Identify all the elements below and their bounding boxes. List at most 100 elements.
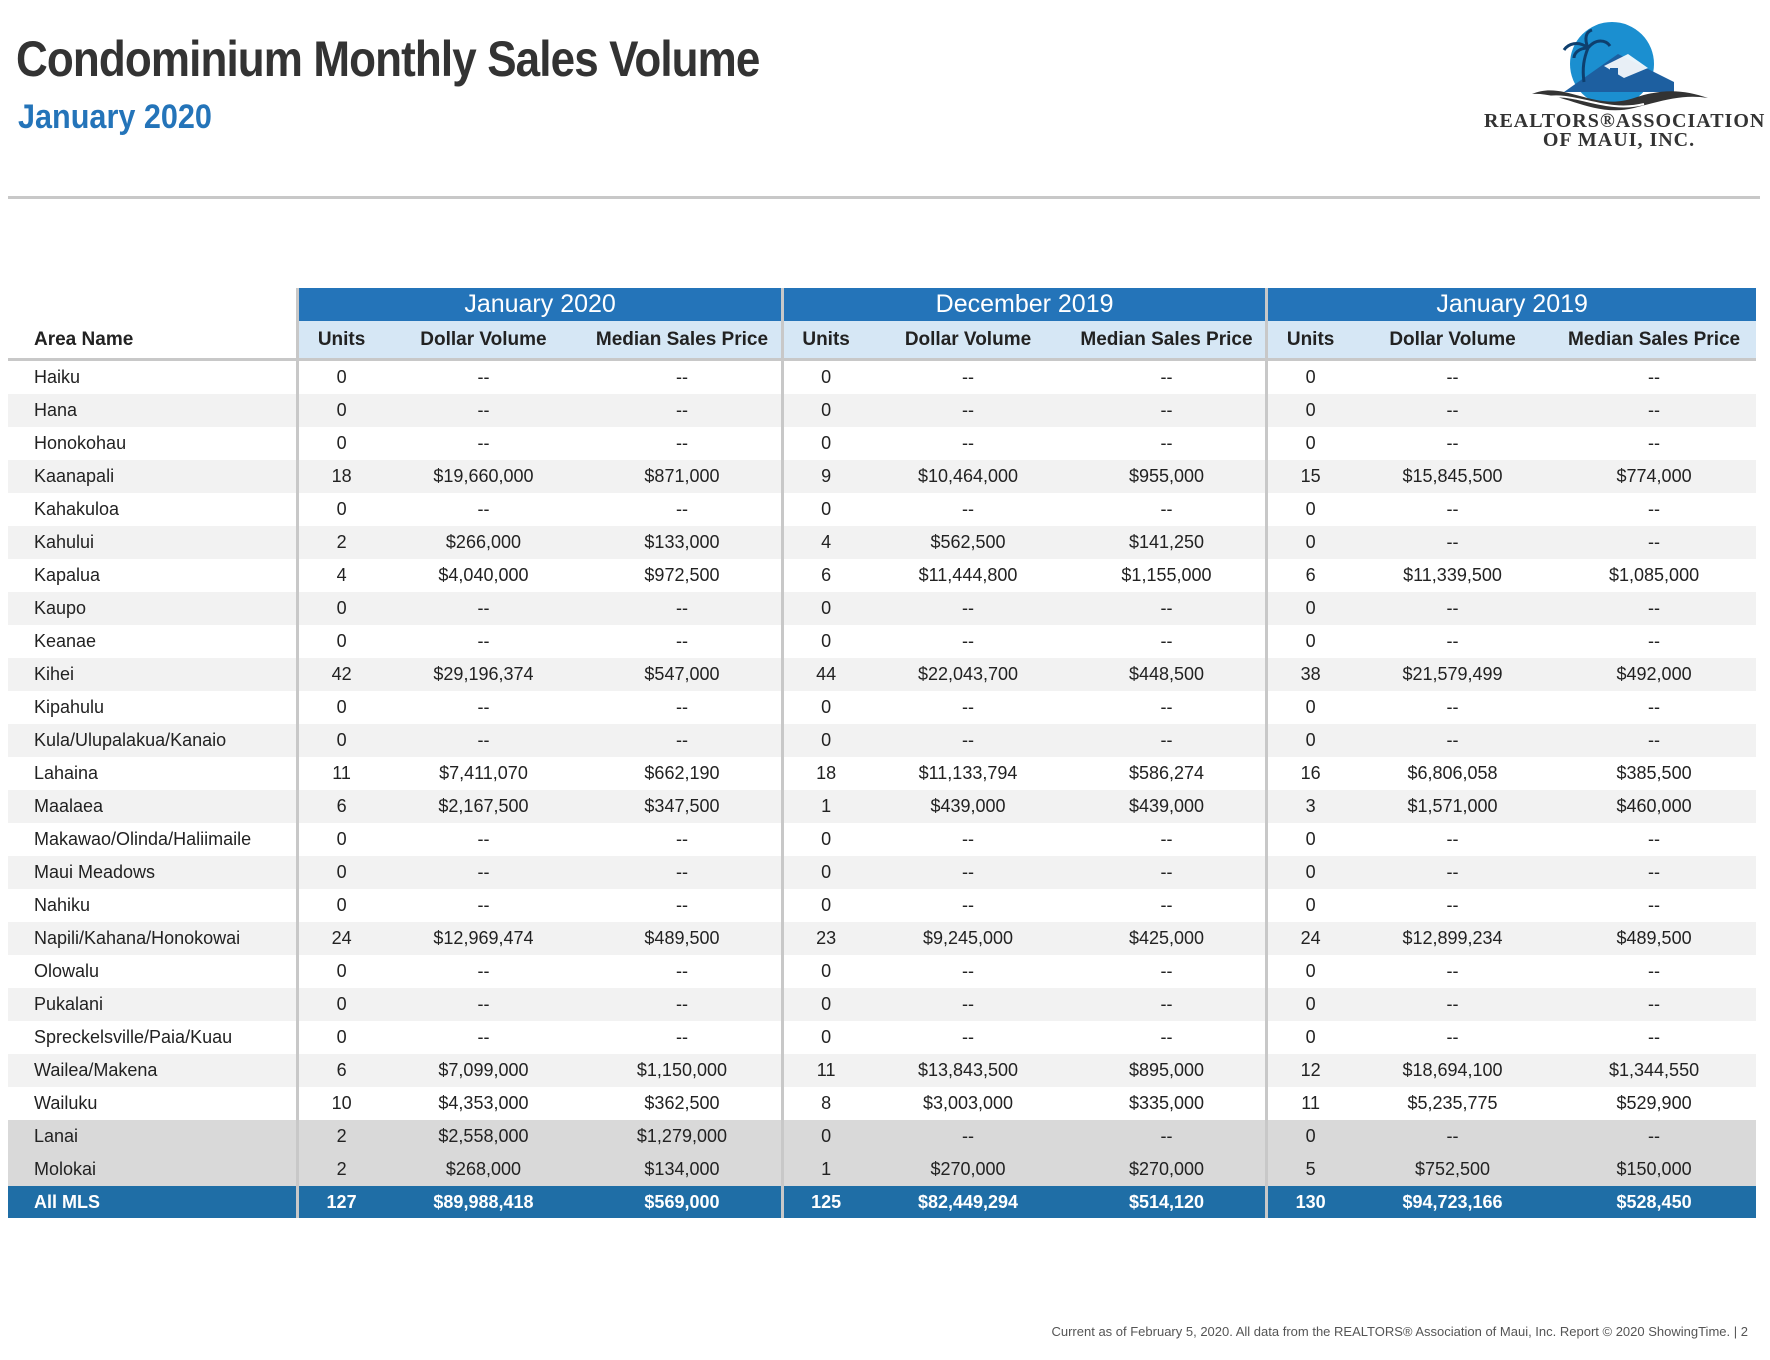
dollar-volume-cell: -- <box>1352 493 1553 526</box>
median-price-cell: $448,500 <box>1067 658 1267 691</box>
units-cell: 0 <box>780 493 869 526</box>
dollar-volume-cell: $439,000 <box>868 790 1068 823</box>
table-row: Wailuku 10 $4,353,000 $362,500 8 $3,003,000 $3… <box>8 1087 1756 1120</box>
units-cell: 10 <box>296 1087 384 1120</box>
dollar-volume-cell: -- <box>868 955 1068 988</box>
table-row: Haiku 0 -- -- 0 -- -- 0 -- -- <box>8 359 1756 394</box>
footer-note: Current as of February 5, 2020. All data… <box>1051 1324 1748 1339</box>
area-name-cell: Kaupo <box>8 592 298 625</box>
median-price-cell: -- <box>583 427 783 460</box>
area-name-cell: Olowalu <box>8 955 298 988</box>
dollar-volume-cell: -- <box>1352 394 1553 427</box>
units-cell: 0 <box>780 427 869 460</box>
median-price-cell: $1,155,000 <box>1067 559 1267 592</box>
header-divider <box>8 196 1760 199</box>
median-price-cell: -- <box>1067 724 1267 757</box>
area-name-cell: Kahului <box>8 526 298 559</box>
units-cell: 0 <box>296 493 384 526</box>
median-price-cell: $972,500 <box>583 559 783 592</box>
dollar-volume-cell: -- <box>1352 691 1553 724</box>
sales-volume-table: January 2020 December 2019 January 2019 … <box>8 288 1756 1218</box>
units-cell: 0 <box>1265 625 1353 658</box>
dollar-volume-cell: $2,558,000 <box>383 1120 584 1153</box>
median-price-cell: -- <box>1552 592 1756 625</box>
dollar-volume-cell: -- <box>868 889 1068 922</box>
house-wave-logo-icon <box>1532 22 1708 111</box>
dollar-volume-cell: $266,000 <box>383 526 584 559</box>
units-cell: 2 <box>296 1120 384 1153</box>
page-number: 2 <box>1740 1324 1748 1339</box>
dollar-volume-cell: $4,040,000 <box>383 559 584 592</box>
table-row: Kula/Ulupalakua/Kanaio 0 -- -- 0 -- -- 0 -- -- <box>8 724 1756 757</box>
page-title: Condominium Monthly Sales Volume <box>16 31 760 87</box>
area-name-cell: Kihei <box>8 658 298 691</box>
blank-corner <box>8 288 298 321</box>
units-cell: 0 <box>296 955 384 988</box>
units-cell: 8 <box>780 1087 869 1120</box>
units-cell: 0 <box>780 988 869 1021</box>
median-price-cell: $270,000 <box>1067 1153 1267 1186</box>
median-price-cell: $774,000 <box>1552 460 1756 493</box>
dollar-volume-cell: -- <box>383 625 584 658</box>
units-cell: 5 <box>1265 1153 1353 1186</box>
median-price-cell: $347,500 <box>583 790 783 823</box>
area-name-cell: Lanai <box>8 1120 298 1153</box>
area-name-cell: Makawao/Olinda/Haliimaile <box>8 823 298 856</box>
median-price-cell: $586,274 <box>1067 757 1267 790</box>
units-cell: 15 <box>1265 460 1353 493</box>
units-cell: 6 <box>296 790 384 823</box>
dollar-volume-cell: $12,899,234 <box>1352 922 1553 955</box>
units-cell: 0 <box>1265 823 1353 856</box>
dollar-volume-cell: $4,353,000 <box>383 1087 584 1120</box>
dollar-volume-cell: -- <box>1352 889 1553 922</box>
dollar-volume-cell: $11,444,800 <box>868 559 1068 592</box>
median-price-cell: -- <box>1552 526 1756 559</box>
dollar-volume-cell: -- <box>868 394 1068 427</box>
dollar-volume-cell: $13,843,500 <box>868 1054 1068 1087</box>
area-name-cell: Hana <box>8 394 298 427</box>
median-price-cell: $871,000 <box>583 460 783 493</box>
median-price-cell: $955,000 <box>1067 460 1267 493</box>
median-price-cell: $489,500 <box>1552 922 1756 955</box>
period-header-row: January 2020 December 2019 January 2019 <box>8 288 1756 321</box>
units-cell: 0 <box>296 691 384 724</box>
median-price-cell: -- <box>1067 988 1267 1021</box>
dollar-volume-cell: -- <box>868 724 1068 757</box>
median-price-cell: $1,085,000 <box>1552 559 1756 592</box>
dollar-volume-cell: -- <box>383 427 584 460</box>
dollar-volume-cell: -- <box>383 955 584 988</box>
units-cell: 0 <box>1265 856 1353 889</box>
area-name-cell: Maalaea <box>8 790 298 823</box>
median-price-cell: -- <box>1552 823 1756 856</box>
table-row: Kahului 2 $266,000 $133,000 4 $562,500 $141,25… <box>8 526 1756 559</box>
column-header: Units <box>780 321 869 361</box>
area-name-cell: Pukalani <box>8 988 298 1021</box>
table-row: Kahakuloa 0 -- -- 0 -- -- 0 -- -- <box>8 493 1756 526</box>
dollar-volume-cell: $752,500 <box>1352 1153 1553 1186</box>
units-cell: 16 <box>1265 757 1353 790</box>
units-cell: 0 <box>296 889 384 922</box>
dollar-volume-cell: -- <box>1352 724 1553 757</box>
column-header: Dollar Volume <box>868 321 1068 361</box>
area-name-cell: Haiku <box>8 359 298 394</box>
dollar-volume-cell: $6,806,058 <box>1352 757 1553 790</box>
dollar-volume-cell: $18,694,100 <box>1352 1054 1553 1087</box>
median-price-cell: -- <box>1552 493 1756 526</box>
units-cell: 42 <box>296 658 384 691</box>
units-cell: 0 <box>1265 691 1353 724</box>
table-row: Maui Meadows 0 -- -- 0 -- -- 0 -- -- <box>8 856 1756 889</box>
dollar-volume-cell: -- <box>383 988 584 1021</box>
table-row: Kihei 42 $29,196,374 $547,000 44 $22,043,700 $… <box>8 658 1756 691</box>
column-header: Units <box>296 321 384 361</box>
units-cell: 6 <box>296 1054 384 1087</box>
dollar-volume-cell: $12,969,474 <box>383 922 584 955</box>
area-name-cell: Molokai <box>8 1153 298 1186</box>
median-price-cell: -- <box>1067 427 1267 460</box>
median-price-cell: -- <box>583 592 783 625</box>
dollar-volume-cell: $10,464,000 <box>868 460 1068 493</box>
median-price-cell: -- <box>1067 955 1267 988</box>
units-cell: 0 <box>1265 724 1353 757</box>
table-row: Hana 0 -- -- 0 -- -- 0 -- -- <box>8 394 1756 427</box>
units-cell: 0 <box>780 823 869 856</box>
dollar-volume-cell: -- <box>868 988 1068 1021</box>
